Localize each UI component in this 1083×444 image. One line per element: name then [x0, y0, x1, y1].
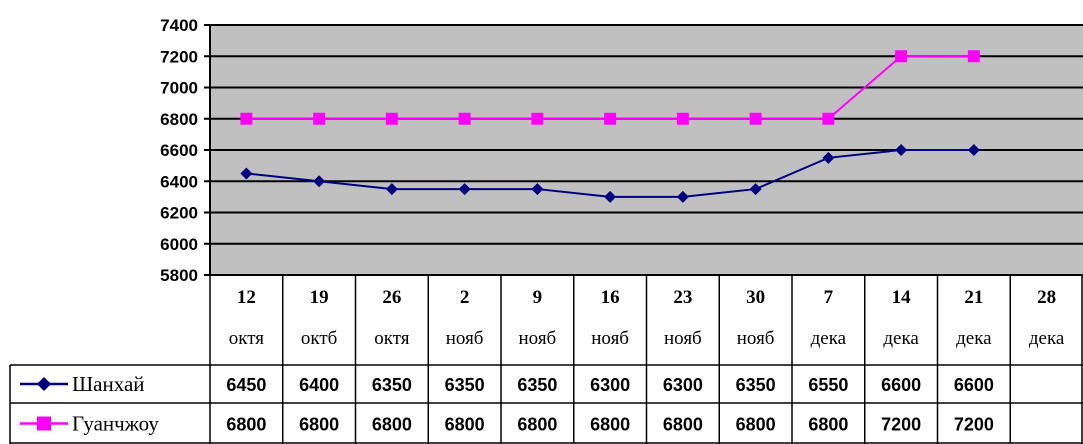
table-value: 6550	[808, 375, 848, 395]
table-value: 6350	[445, 375, 485, 395]
table-value: 7200	[881, 415, 921, 435]
x-tick-label: нояб	[664, 328, 702, 349]
x-tick-label: 19	[310, 287, 329, 308]
table-value: 6400	[299, 375, 339, 395]
data-point-square	[313, 112, 326, 125]
data-point-diamond	[531, 183, 544, 196]
x-tick-label: нояб	[591, 328, 629, 349]
x-tick-label: 28	[1037, 287, 1056, 308]
data-point-diamond	[240, 167, 253, 180]
data-point-square	[604, 112, 617, 125]
x-tick-label: дека	[811, 328, 847, 349]
y-tick-label: 6200	[160, 204, 198, 223]
table-value: 6450	[226, 375, 266, 395]
table-value: 6800	[517, 415, 557, 435]
x-tick-label: 7	[824, 287, 834, 308]
data-point-square	[385, 112, 398, 125]
x-tick-label: октб	[301, 328, 337, 349]
data-point-diamond	[749, 183, 762, 196]
data-point-diamond	[822, 151, 835, 164]
table-value: 6800	[445, 415, 485, 435]
x-tick-label: нояб	[519, 328, 557, 349]
table-value: 6800	[372, 415, 412, 435]
x-tick-label: 12	[237, 287, 256, 308]
data-point-diamond	[313, 175, 326, 188]
table-value: 6600	[954, 375, 994, 395]
x-tick-label: октя	[229, 328, 265, 349]
x-tick-label: 9	[533, 287, 543, 308]
data-point-diamond	[458, 183, 471, 196]
data-point-diamond	[604, 190, 617, 203]
series-name: Шанхай	[72, 372, 145, 396]
data-point-square	[967, 50, 980, 63]
y-tick-label: 7400	[160, 16, 198, 35]
table-value: 6800	[590, 415, 630, 435]
x-tick-label: 2	[460, 287, 470, 308]
data-point-diamond	[385, 183, 398, 196]
data-point-diamond	[967, 144, 980, 156]
y-tick-label: 6000	[160, 235, 198, 254]
table-value: 6300	[663, 375, 703, 395]
y-tick-label: 7200	[160, 47, 198, 66]
table-value: 6600	[881, 375, 921, 395]
x-tick-label: 14	[892, 287, 912, 308]
x-tick-label: 21	[964, 287, 983, 308]
data-point-square	[240, 112, 253, 125]
table-value: 6350	[372, 375, 412, 395]
data-point-diamond	[895, 144, 908, 156]
y-tick-label: 6400	[160, 172, 198, 191]
series-name: Гуанчжоу	[72, 412, 159, 436]
table-value: 7200	[954, 415, 994, 435]
y-tick-label: 6800	[160, 110, 198, 129]
x-tick-label: 23	[673, 287, 692, 308]
table-value: 6800	[808, 415, 848, 435]
data-point-square	[458, 112, 471, 125]
legend-marker-diamond	[37, 377, 51, 391]
data-point-diamond	[676, 190, 689, 203]
x-tick-label: дека	[956, 328, 992, 349]
x-tick-label: 16	[601, 287, 620, 308]
x-tick-label: октя	[374, 328, 410, 349]
table-value: 6350	[517, 375, 557, 395]
data-point-square	[749, 112, 762, 125]
x-tick-label: нояб	[446, 328, 484, 349]
x-tick-label: дека	[1029, 328, 1065, 349]
x-tick-label: 26	[382, 287, 401, 308]
y-tick-label: 6600	[160, 141, 198, 160]
table-value: 6300	[590, 375, 630, 395]
data-point-square	[895, 50, 908, 63]
table-value: 6800	[299, 415, 339, 435]
data-point-square	[676, 112, 689, 125]
legend-marker-square	[37, 416, 51, 431]
table-value: 6350	[736, 375, 776, 395]
x-tick-label: 30	[746, 287, 765, 308]
table-value: 6800	[736, 415, 776, 435]
x-tick-label: дека	[883, 328, 919, 349]
table-value: 6800	[226, 415, 266, 435]
y-tick-label: 7000	[160, 79, 198, 98]
x-tick-label: нояб	[737, 328, 775, 349]
table-value: 6800	[663, 415, 703, 435]
data-point-square	[531, 112, 544, 125]
y-tick-label: 5800	[160, 266, 198, 285]
data-point-square	[822, 112, 835, 125]
